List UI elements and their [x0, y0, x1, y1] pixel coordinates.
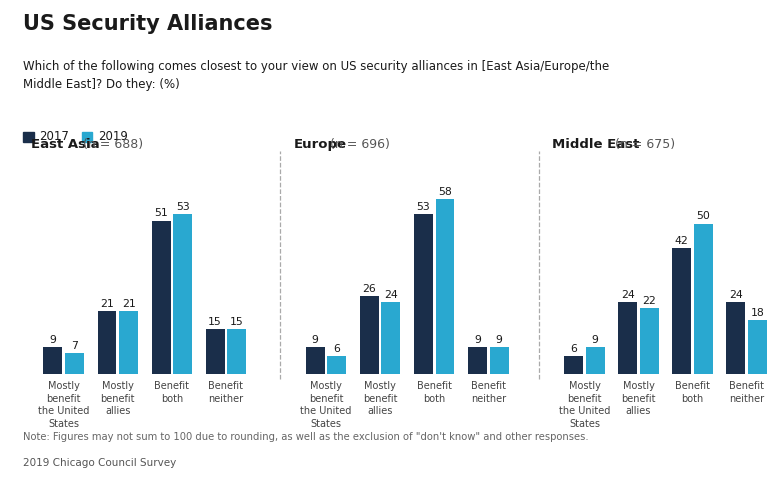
Bar — [227, 329, 246, 374]
Text: 6: 6 — [334, 344, 341, 354]
Bar — [152, 220, 171, 374]
Text: 2017: 2017 — [39, 130, 69, 144]
Bar — [727, 302, 745, 374]
Text: 9: 9 — [496, 335, 503, 345]
Bar — [468, 347, 487, 374]
Bar — [44, 347, 63, 374]
Text: 9: 9 — [312, 335, 319, 345]
Text: 24: 24 — [384, 290, 398, 300]
Bar — [586, 347, 604, 374]
Text: 51: 51 — [154, 208, 168, 218]
Text: 6: 6 — [570, 344, 577, 354]
Bar — [489, 347, 508, 374]
Bar — [327, 356, 346, 374]
Text: 2019 Chicago Council Survey: 2019 Chicago Council Survey — [23, 458, 177, 468]
Bar — [206, 329, 225, 374]
Bar — [173, 215, 192, 374]
Bar — [98, 311, 117, 374]
Bar — [565, 356, 583, 374]
Text: 24: 24 — [621, 290, 634, 300]
Text: 42: 42 — [675, 236, 688, 246]
Text: 15: 15 — [230, 317, 244, 327]
Text: 18: 18 — [751, 308, 764, 318]
Text: 9: 9 — [49, 335, 56, 345]
Text: Which of the following comes closest to your view on US security alliances in [E: Which of the following comes closest to … — [23, 60, 610, 91]
Text: 24: 24 — [729, 290, 743, 300]
Text: 7: 7 — [71, 341, 78, 351]
Text: 2019: 2019 — [98, 130, 128, 144]
Text: 15: 15 — [208, 317, 222, 327]
Text: Note: Figures may not sum to 100 due to rounding, as well as the exclusion of "d: Note: Figures may not sum to 100 due to … — [23, 432, 589, 442]
Text: US Security Alliances: US Security Alliances — [23, 14, 273, 35]
Text: (n = 688): (n = 688) — [79, 138, 143, 151]
Text: 53: 53 — [176, 203, 189, 212]
Text: 9: 9 — [592, 335, 599, 345]
Text: 21: 21 — [122, 299, 135, 309]
Text: Europe: Europe — [294, 138, 347, 151]
Bar — [306, 347, 325, 374]
Bar — [748, 320, 767, 374]
Bar — [381, 302, 400, 374]
Bar — [619, 302, 637, 374]
Text: 53: 53 — [417, 203, 430, 212]
Text: 9: 9 — [474, 335, 481, 345]
Text: (n = 696): (n = 696) — [326, 138, 389, 151]
Text: 50: 50 — [696, 211, 710, 221]
Bar — [119, 311, 138, 374]
Text: 21: 21 — [100, 299, 114, 309]
Bar — [65, 353, 84, 374]
Bar — [640, 308, 659, 374]
Bar — [673, 248, 691, 374]
Bar — [435, 199, 454, 374]
Text: (n = 675): (n = 675) — [611, 138, 675, 151]
Text: East Asia: East Asia — [31, 138, 100, 151]
Text: Middle East: Middle East — [552, 138, 640, 151]
Bar — [694, 224, 713, 374]
Text: 26: 26 — [363, 284, 376, 294]
Bar — [360, 296, 379, 374]
Text: 22: 22 — [643, 296, 656, 306]
Bar — [414, 215, 433, 374]
Text: 58: 58 — [438, 187, 452, 197]
